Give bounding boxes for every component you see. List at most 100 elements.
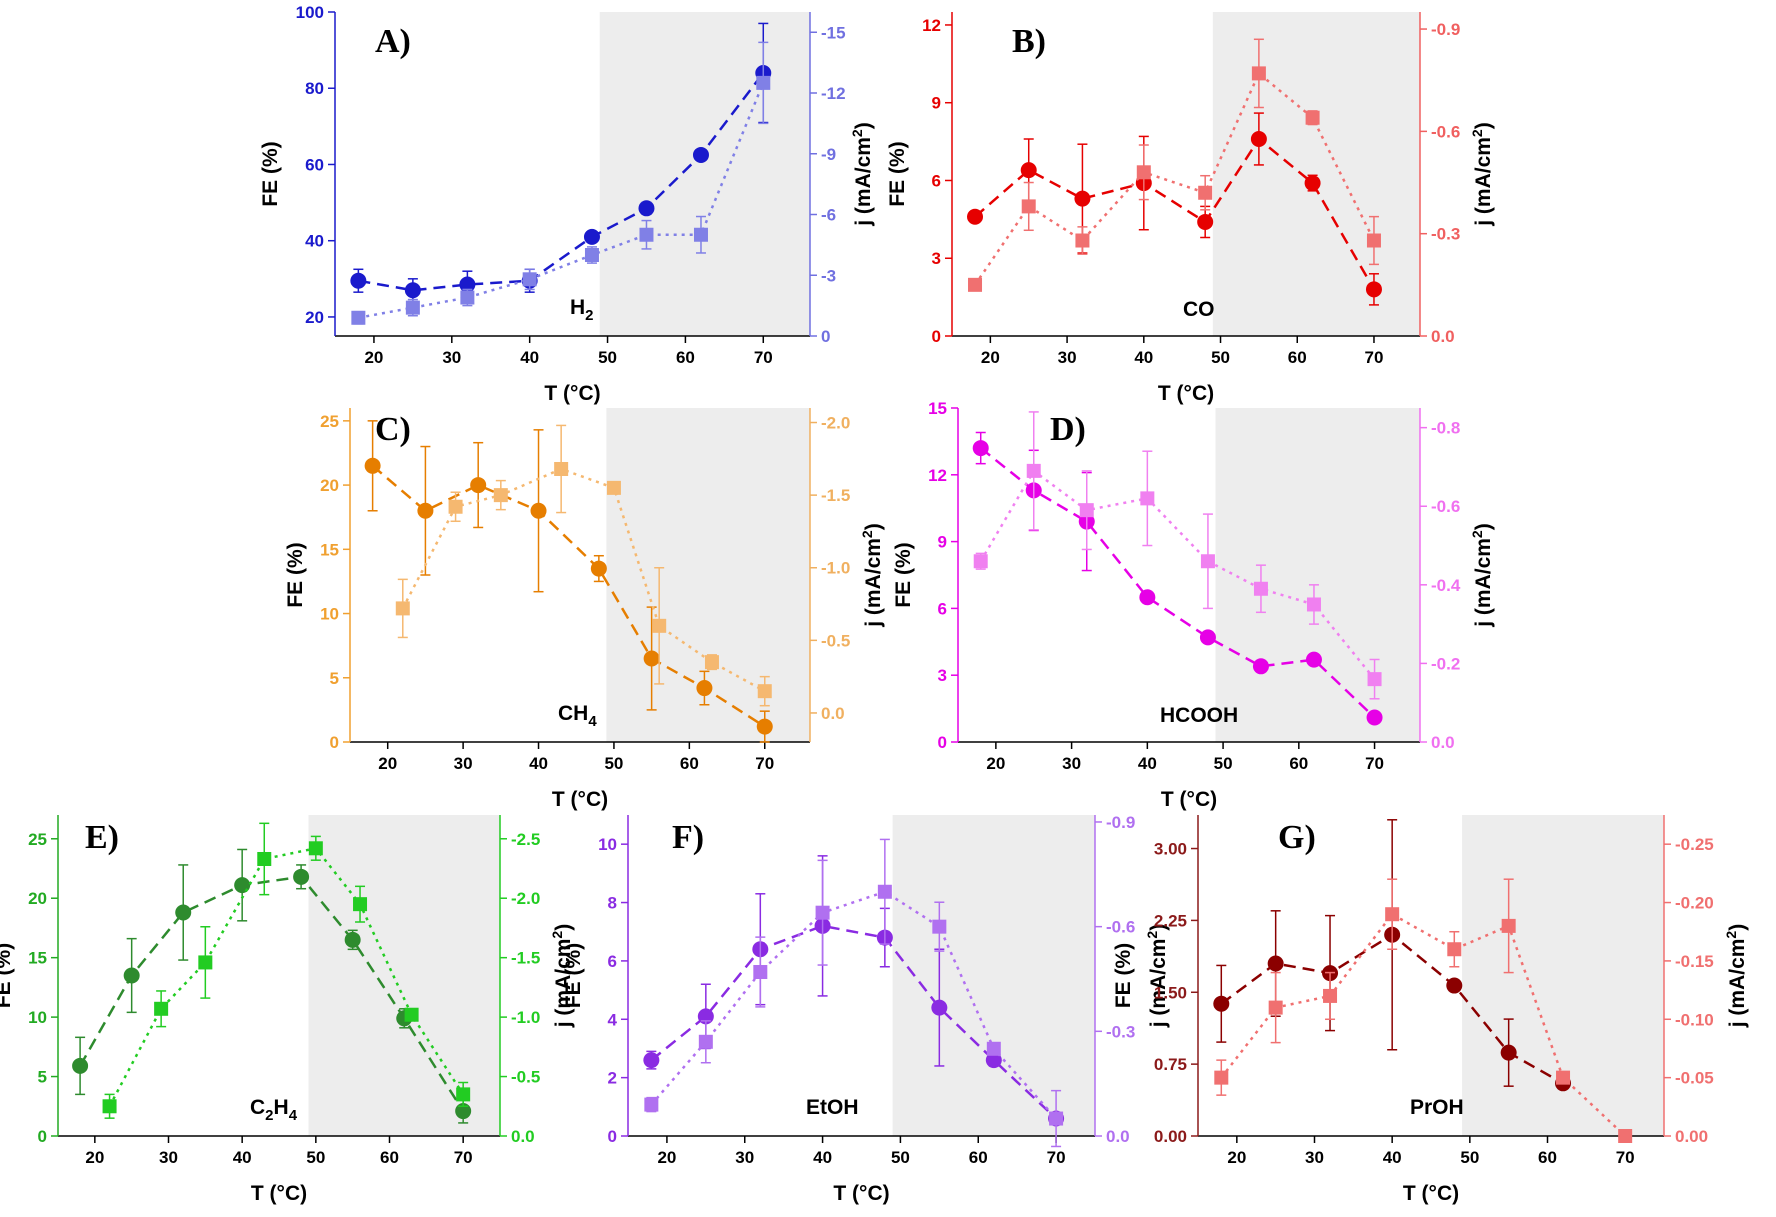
panel-f: 20 30 40 50 60 70 T (°C) 0 2 4 6 8 10 FE (%) 0.0 -0.3 -0… [562,813,1170,1205]
species-label: CO [1183,298,1215,321]
left-tick-label: 20 [28,889,47,908]
species-subscript: 4 [588,713,597,730]
series-line [650,890,1058,1120]
left-tick-label: 12 [922,16,941,35]
shaded-region [308,815,500,1136]
left-tick-label: 6 [608,952,617,971]
fe-point [459,276,476,293]
right-tick-label: -0.5 [511,1068,540,1087]
j-point [704,655,719,670]
fe-point [1074,190,1091,207]
right-tick-label: -0.10 [1675,1010,1714,1029]
species-subscript: 2 [265,1107,273,1124]
j-point [606,480,621,495]
series-line [358,72,765,292]
right-tick-label: -0.3 [1431,225,1460,244]
right-tick-label: -0.9 [1431,20,1460,39]
fe-point [643,650,660,667]
right-tick-label: -0.25 [1675,835,1714,854]
j-point [1251,66,1266,81]
panel-label: D) [1050,411,1086,448]
j-point [448,499,463,514]
fe-point [417,502,434,519]
left-tick-label: 8 [608,894,617,913]
j-point [1556,1070,1571,1085]
right-tick-label: -9 [821,145,836,164]
right-tick-label: -0.15 [1675,952,1714,971]
x-tick-label: 50 [1460,1148,1479,1167]
x-tick-label: 30 [1062,754,1081,773]
left-tick-label: 15 [928,399,947,418]
series-line [358,82,765,320]
j-point [257,851,272,866]
left-tick-label: 0 [938,733,947,752]
left-axis-title: FE (%) [284,542,307,607]
j-point [405,300,420,315]
right-tick-label: -1.5 [511,949,540,968]
right-tick-label: -0.3 [1106,1022,1135,1041]
species-label: EtOH [806,1096,859,1119]
j-point [1198,185,1213,200]
right-axis-title-close: ) [862,523,885,530]
right-tick-label: -0.2 [1431,654,1460,673]
left-axis-title: FE (%) [886,141,909,206]
series-line [650,924,1057,1120]
series-fe [364,420,773,743]
x-tick-label: 70 [1616,1148,1635,1167]
shaded-region [599,12,810,336]
series-j [644,838,1064,1148]
x-tick-label: 70 [755,754,774,773]
right-axis-title: j (mA/cm2) [1723,924,1749,1028]
series-j [968,38,1381,292]
j-point [1306,597,1321,612]
x-axis-title: T (°C) [1158,382,1214,405]
left-tick-label: 5 [38,1068,47,1087]
right-axis-title-text: j (mA/cm [1472,538,1495,628]
right-axis-title-close: ) [1726,924,1749,931]
fe-point [470,477,487,494]
right-axis-title-close: ) [1472,523,1495,530]
j-point [1367,672,1382,687]
right-tick-label: 0.0 [1106,1127,1130,1146]
j-point [932,919,947,934]
right-tick-label: -15 [821,23,846,42]
shaded-region [1215,408,1420,742]
series-line [979,447,1376,719]
panel-a: 20 30 40 50 60 70 T (°C) 20 40 60 80 100 FE (%) 0 -3 -6… [259,3,875,405]
left-tick-label: 3 [938,666,947,685]
j-point [1447,942,1462,957]
right-axis-title-sup: 2 [1469,530,1485,538]
x-axis-title: T (°C) [544,382,600,405]
left-tick-label: 9 [938,533,947,552]
panel-label: F) [672,819,704,856]
x-tick-label: 60 [1289,754,1308,773]
right-tick-label: -1.0 [821,559,850,578]
series-line [979,469,1376,680]
left-axis-title: FE (%) [0,943,15,1008]
right-axis-title: j (mA/cm2) [859,523,885,627]
j-point [1323,988,1338,1003]
right-tick-label: -0.05 [1675,1069,1714,1088]
right-tick-label: -2.0 [821,414,850,433]
left-tick-label: 25 [28,830,47,849]
j-point [1305,110,1320,125]
fe-point [1500,1044,1517,1061]
series-line [1220,912,1627,1137]
fe-point [756,718,773,735]
x-tick-label: 40 [1383,1148,1402,1167]
j-point [1075,233,1090,248]
left-tick-label: 10 [28,1008,47,1027]
right-tick-label: -12 [821,84,846,103]
left-tick-label: 0 [38,1127,47,1146]
j-point [652,618,667,633]
j-point [1501,918,1516,933]
right-axis-title-close: ) [1147,924,1170,931]
fe-point [530,502,547,519]
species-text: HCOOH [1160,704,1238,727]
x-axis-title: T (°C) [552,788,608,811]
species-label: CH4 [558,702,597,730]
j-point [460,290,475,305]
series-line [108,846,465,1107]
series-line [79,875,465,1112]
right-axis-title-sup: 2 [849,129,865,137]
